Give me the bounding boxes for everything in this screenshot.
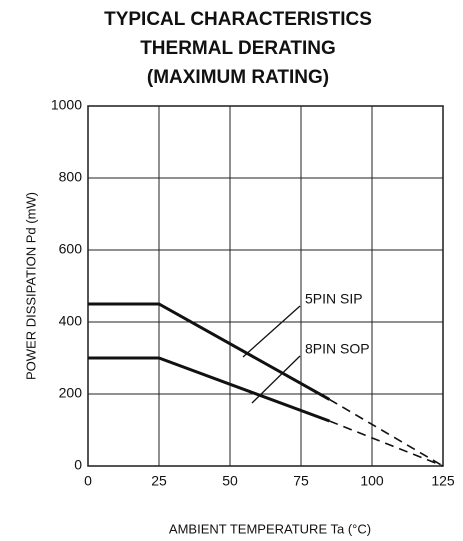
series-line	[328, 398, 444, 467]
x-tick-label: 100	[360, 473, 384, 489]
x-tick-label: 75	[293, 473, 309, 489]
plot-frame	[87, 105, 444, 467]
y-tick-label: 0	[74, 457, 82, 473]
series-line	[329, 420, 444, 467]
y-tick-label: 600	[59, 241, 83, 257]
x-tick-label: 0	[84, 473, 92, 489]
series-line	[88, 356, 330, 423]
chart-title: TYPICAL CHARACTERISTICS	[104, 9, 372, 30]
series-line	[88, 302, 331, 401]
y-tick-label: 200	[59, 385, 83, 401]
x-axis-label: AMBIENT TEMPERATURE Ta (°C)	[169, 521, 371, 536]
x-tick-label: 50	[222, 473, 238, 489]
series-label: 5PIN SIP	[305, 291, 363, 307]
x-tick-label: 25	[151, 473, 167, 489]
y-axis-label: POWER DISSIPATION Pd (mW)	[23, 192, 38, 380]
chart-title: THERMAL DERATING	[140, 38, 336, 59]
leader-line	[242, 305, 301, 358]
y-tick-label: 1000	[51, 97, 82, 113]
x-tick-label: 125	[431, 473, 455, 489]
series-label: 8PIN SOP	[305, 341, 370, 357]
chart-title: (MAXIMUM RATING)	[147, 67, 329, 88]
y-tick-label: 400	[59, 313, 83, 329]
y-tick-label: 800	[59, 169, 83, 185]
